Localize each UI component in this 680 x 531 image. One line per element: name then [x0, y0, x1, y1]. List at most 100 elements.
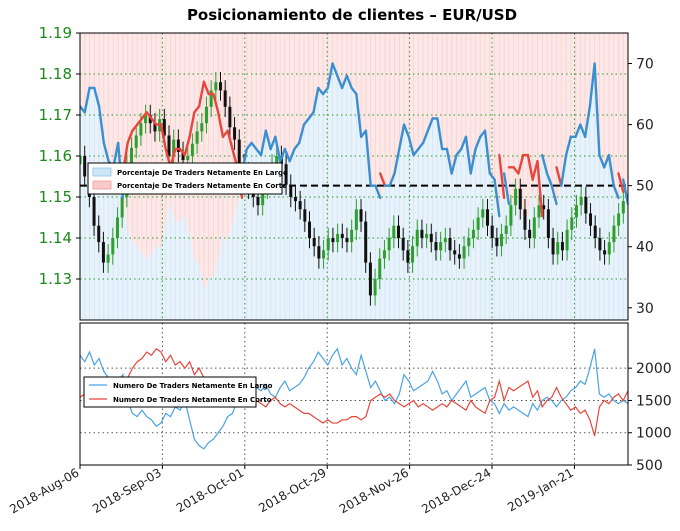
candle-body — [190, 143, 194, 156]
long-line-segment — [407, 135, 415, 157]
candle-body — [570, 217, 574, 230]
candle-body — [172, 139, 176, 156]
candle-body — [204, 106, 208, 124]
left-tick-label: 1.19 — [39, 24, 72, 42]
long-fill-area — [80, 63, 628, 320]
candle-body — [134, 135, 138, 148]
count-tick-label: 2000 — [636, 361, 672, 377]
legend-label-count-short: Numero De Traders Netamente En Corto — [113, 396, 272, 404]
candle-body — [532, 217, 536, 238]
long-line-segment — [493, 178, 501, 218]
candle-body — [579, 197, 583, 206]
short-line-segment — [135, 117, 144, 126]
long-line-segment — [483, 129, 492, 175]
candle-body — [457, 254, 461, 259]
candle-body — [589, 213, 593, 226]
long-line-segment — [421, 129, 430, 145]
short-line-segment — [183, 135, 191, 157]
left-price-axis: 1.13 1.14 1.15 1.16 1.17 1.18 1.19 — [39, 24, 80, 288]
long-line-segment — [550, 184, 558, 206]
candle-body — [228, 106, 232, 128]
long-line-segment — [469, 147, 477, 175]
date-tick-label: 2018-Oct-01 — [174, 465, 246, 515]
long-line-segment — [564, 135, 573, 157]
candle-body — [354, 209, 358, 230]
long-line-segment — [97, 105, 106, 145]
candle-body — [162, 119, 166, 136]
top-legend-box — [87, 162, 283, 195]
candle-body — [453, 250, 457, 255]
candle-body — [144, 115, 148, 124]
candle-body — [429, 233, 433, 243]
candle-body — [537, 205, 541, 218]
candle-body — [434, 242, 438, 251]
long-line-segment — [455, 147, 463, 157]
candle-body — [303, 209, 307, 222]
long-line-segment — [450, 153, 458, 175]
long-line-segment — [388, 172, 396, 187]
candle-body — [340, 233, 344, 238]
long-line-segment — [622, 178, 628, 206]
candle-body — [284, 164, 288, 185]
date-tick-label: 2018-Sep-03 — [90, 465, 164, 516]
candle-body — [467, 238, 471, 247]
candle-body — [200, 123, 204, 132]
date-tick-label: 2019-Jan-21 — [505, 465, 576, 514]
short-line-segment — [150, 117, 158, 126]
right-tick-label: 50 — [636, 179, 654, 195]
short-line-segment — [159, 123, 167, 151]
right-tick-label: 60 — [636, 118, 654, 134]
candle-body — [233, 127, 237, 140]
candle-body — [603, 250, 607, 255]
candle-body — [387, 238, 391, 251]
candle-body — [542, 205, 546, 210]
candle-body — [406, 250, 410, 263]
long-line-segment — [245, 141, 253, 151]
right-tick-label: 30 — [636, 301, 654, 317]
long-line-segment — [488, 172, 496, 181]
long-line-segment — [583, 105, 592, 139]
candle-body — [219, 82, 223, 91]
long-line-segment — [545, 172, 553, 187]
long-line-segment — [560, 153, 568, 187]
short-line-segment — [555, 166, 563, 187]
candle-body — [336, 233, 340, 243]
candle-body — [448, 238, 452, 251]
long-line-segment — [250, 141, 258, 151]
count-tick-label: 500 — [636, 458, 663, 474]
candle-body — [565, 229, 569, 251]
candle-body — [443, 238, 447, 243]
candle-body — [373, 279, 377, 296]
candle-body — [322, 250, 326, 259]
long-line-segment — [264, 129, 272, 151]
candle-body — [223, 90, 227, 107]
candle-body — [331, 238, 335, 243]
candle-body — [167, 135, 171, 156]
candle-body — [396, 225, 400, 238]
left-tick-label: 1.16 — [39, 147, 72, 165]
long-line-segment — [93, 86, 101, 108]
top-legend: Porcentaje De Traders Netamente En Largo… — [87, 162, 288, 195]
legend-swatch-short — [92, 180, 112, 190]
chart-title: Posicionamiento de clientes – EUR/USD — [187, 6, 517, 24]
candle-body — [584, 197, 588, 214]
bottom-legend-box — [83, 376, 257, 408]
candle-body — [556, 242, 560, 255]
long-line-segment — [502, 172, 511, 206]
candle-body — [148, 115, 152, 124]
candle-body — [425, 233, 429, 238]
bottom-legend: Numero De Traders Netamente En Largo Num… — [83, 376, 273, 408]
long-line-segment — [445, 147, 453, 175]
legend-label-count-long: Numero De Traders Netamente En Largo — [113, 382, 273, 390]
left-tick-label: 1.15 — [39, 188, 72, 206]
short-line-segment — [197, 80, 206, 108]
right-tick-label: 70 — [636, 57, 654, 73]
candle-body — [214, 82, 218, 91]
long-line-segment — [350, 86, 358, 96]
short-line-segment — [226, 129, 234, 151]
candle-body — [97, 225, 101, 243]
candle-body — [574, 205, 578, 218]
candle-body — [500, 233, 504, 247]
candle-body — [298, 201, 302, 210]
left-tick-label: 1.14 — [39, 229, 72, 247]
